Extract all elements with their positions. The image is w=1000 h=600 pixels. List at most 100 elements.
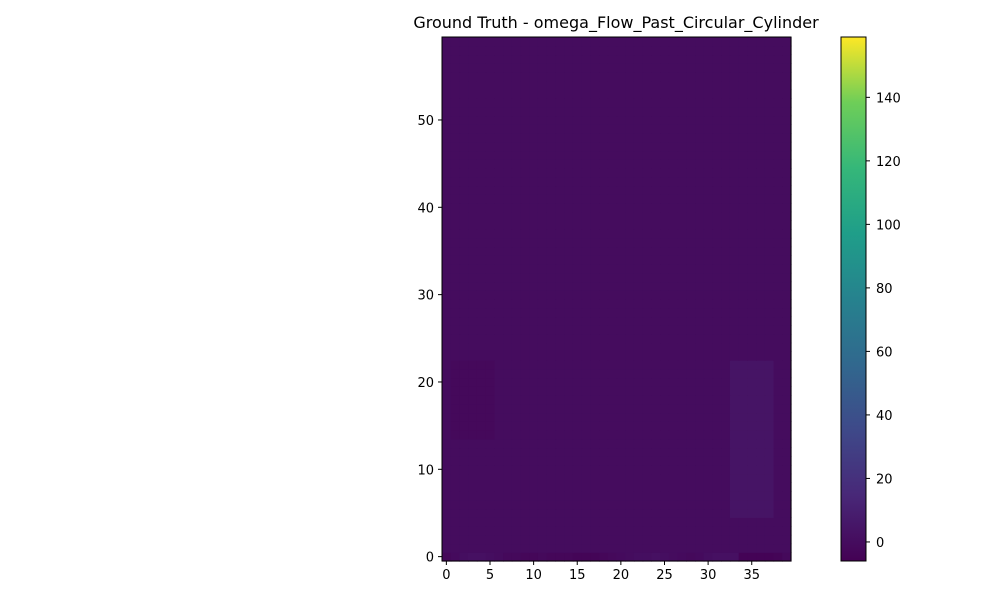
heatmap-cell: [773, 499, 783, 510]
heatmap-cell: [677, 517, 687, 527]
heatmap-cell: [642, 456, 652, 466]
heatmap-cell: [581, 491, 591, 501]
heatmap-cell: [581, 229, 591, 239]
heatmap-cell: [442, 386, 452, 396]
heatmap-cell: [712, 45, 722, 56]
heatmap-cell: [642, 264, 652, 274]
heatmap-cell: [537, 491, 548, 501]
heatmap-cell: [564, 368, 574, 379]
heatmap-cell: [668, 255, 679, 265]
heatmap-cell: [764, 63, 775, 73]
heatmap-cell: [503, 508, 513, 518]
heatmap-cell: [485, 386, 495, 396]
heatmap-cell: [686, 499, 696, 510]
heatmap-cell: [537, 307, 548, 318]
heatmap-cell: [642, 246, 652, 256]
heatmap-cell: [651, 272, 661, 283]
heatmap-cell: [712, 517, 722, 527]
heatmap-cell: [450, 237, 461, 248]
heatmap-cell: [677, 386, 687, 396]
heatmap-cell: [625, 106, 635, 117]
heatmap-cell: [625, 98, 635, 108]
heatmap-cell: [747, 456, 757, 466]
heatmap-cell: [625, 220, 635, 230]
heatmap-cell: [625, 333, 635, 344]
heatmap-cell: [651, 482, 661, 492]
heatmap-cell: [721, 106, 731, 117]
heatmap-cell: [607, 526, 618, 536]
heatmap-cell: [668, 552, 679, 562]
heatmap-cell: [703, 89, 714, 99]
heatmap-cell: [651, 159, 661, 169]
heatmap-cell: [695, 63, 705, 73]
heatmap-cell: [633, 141, 644, 152]
heatmap-cell: [546, 255, 557, 265]
heatmap-cell: [503, 351, 513, 361]
heatmap-cell: [537, 482, 548, 492]
heatmap-cell: [660, 124, 670, 134]
heatmap-cell: [555, 351, 565, 361]
heatmap-cell: [442, 255, 452, 265]
heatmap-cell: [572, 316, 583, 326]
heatmap-cell: [564, 133, 574, 143]
heatmap-cell: [695, 150, 705, 160]
heatmap-cell: [599, 360, 609, 370]
heatmap-cell: [616, 159, 626, 169]
heatmap-cell: [677, 124, 687, 134]
heatmap-cell: [668, 377, 679, 387]
heatmap-cell: [633, 342, 644, 352]
heatmap-cell: [581, 316, 591, 326]
heatmap-cell: [721, 430, 731, 440]
heatmap-cell: [572, 464, 583, 475]
heatmap-cell: [695, 272, 705, 283]
heatmap-cell: [642, 150, 652, 160]
heatmap-cell: [503, 526, 513, 536]
heatmap-cell: [590, 464, 600, 475]
heatmap-cell: [494, 150, 504, 160]
heatmap-cell: [468, 526, 478, 536]
heatmap-cell: [782, 106, 792, 117]
heatmap-cell: [459, 342, 469, 352]
heatmap-cell: [642, 229, 652, 239]
heatmap-cell: [485, 508, 495, 518]
heatmap-cell: [599, 421, 609, 431]
heatmap-cell: [564, 412, 574, 422]
heatmap-cell: [633, 185, 644, 195]
heatmap-cell: [485, 534, 495, 545]
heatmap-cell: [450, 464, 461, 475]
heatmap-cell: [712, 456, 722, 466]
heatmap-cell: [529, 386, 539, 396]
heatmap-cell: [625, 168, 635, 178]
heatmap-cell: [564, 342, 574, 352]
heatmap-cell: [660, 106, 670, 117]
colorbar-tick-label: 80: [876, 282, 893, 297]
heatmap-cell: [520, 307, 530, 318]
heatmap-cell: [450, 255, 461, 265]
heatmap-cell: [529, 534, 539, 545]
heatmap-cell: [712, 63, 722, 73]
heatmap-cell: [546, 194, 557, 204]
heatmap-cell: [459, 491, 469, 501]
heatmap-cell: [625, 325, 635, 335]
heatmap-cell: [677, 202, 687, 213]
heatmap-cell: [503, 141, 513, 152]
heatmap-cell: [450, 176, 461, 187]
heatmap-cell: [660, 499, 670, 510]
heatmap-cell: [468, 438, 478, 449]
heatmap-cell: [738, 150, 748, 160]
heatmap-cell: [712, 106, 722, 117]
heatmap-cell: [511, 499, 522, 510]
heatmap-cell: [651, 395, 661, 405]
heatmap-cell: [607, 141, 618, 152]
heatmap-cell: [529, 342, 539, 352]
heatmap-cell: [695, 220, 705, 230]
heatmap-cell: [651, 45, 661, 56]
heatmap-cell: [485, 229, 495, 239]
heatmap-cell: [468, 255, 478, 265]
heatmap-cell: [520, 333, 530, 344]
heatmap-cell: [756, 552, 766, 562]
heatmap-cell: [764, 508, 775, 518]
heatmap-cell: [494, 159, 504, 169]
heatmap-cell: [581, 220, 591, 230]
